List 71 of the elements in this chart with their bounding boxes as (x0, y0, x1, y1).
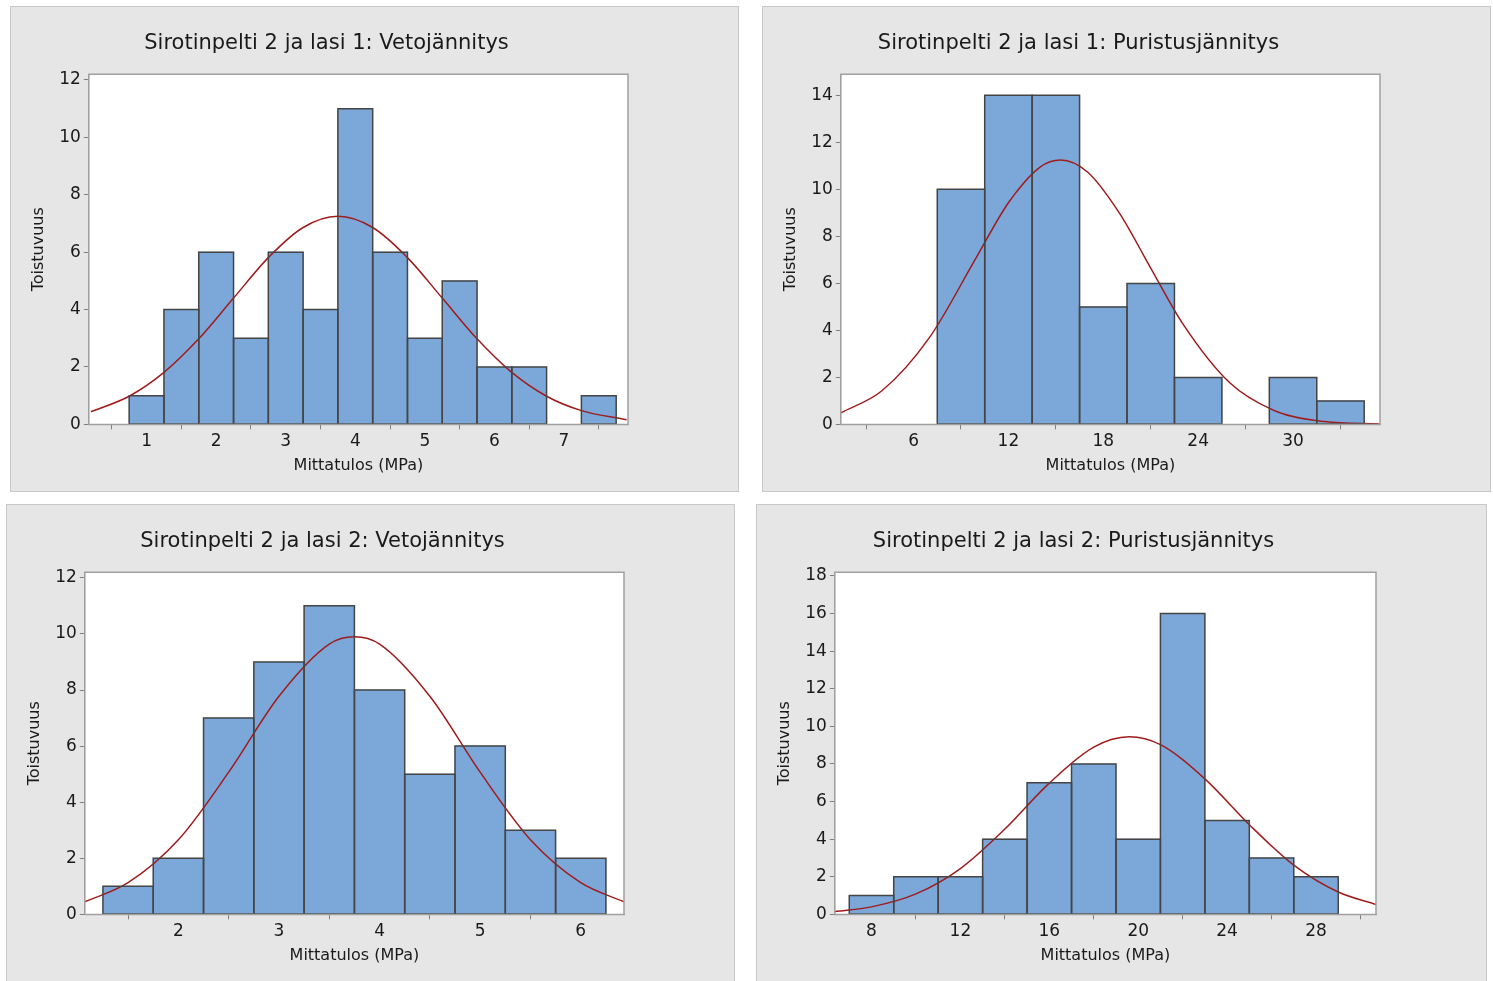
x-axis-title: Mittatulos (MPa) (1045, 454, 1176, 474)
y-tick-label: 14 (805, 639, 827, 660)
chart-title: Sirotinpelti 2 ja lasi 1: Puristusjännitys (877, 30, 1280, 55)
y-axis-title: Toistuvuus (773, 701, 793, 787)
y-tick-label: 8 (66, 678, 77, 699)
x-tick-label: 5 (419, 430, 431, 451)
y-tick-label: 8 (822, 224, 833, 245)
y-tick-label: 10 (59, 125, 81, 146)
y-tick-label: 4 (816, 827, 827, 848)
y-tick-label: 8 (70, 183, 81, 204)
x-tick-label: 8 (866, 920, 877, 941)
x-tick-label: 4 (349, 430, 361, 451)
y-axis-title: Toistuvuus (23, 701, 43, 787)
x-axis-title: Mittatulos (MPa) (293, 454, 424, 474)
y-tick-label: 8 (816, 752, 827, 773)
x-tick-label: 6 (908, 430, 919, 451)
chart-title: Sirotinpelti 2 ja lasi 2: Puristusjännitys (872, 528, 1275, 553)
y-tick-label: 14 (811, 83, 833, 104)
y-tick-label: 10 (805, 714, 827, 735)
y-tick-label: 6 (66, 734, 77, 755)
y-tick-label: 12 (59, 68, 81, 89)
y-tick-label: 10 (811, 177, 833, 198)
y-tick-label: 0 (66, 902, 77, 923)
x-tick-label: 4 (374, 920, 385, 941)
x-tick-label: 16 (1038, 920, 1061, 941)
y-tick-label: 12 (811, 130, 833, 151)
y-tick-label: 18 (805, 564, 827, 585)
x-tick-label: 24 (1216, 920, 1238, 941)
x-tick-label: 20 (1127, 920, 1150, 941)
y-axis-title: Toistuvuus (27, 207, 47, 293)
y-tick-label: 0 (70, 412, 81, 433)
line-series (834, 735, 1376, 913)
x-tick-label: 30 (1282, 430, 1304, 451)
x-tick-label: 5 (474, 920, 486, 941)
x-tick-label: 3 (280, 430, 292, 451)
x-axis-title: Mittatulos (MPa) (289, 944, 420, 964)
x-tick-label: 2 (210, 430, 222, 451)
line-series (84, 635, 624, 903)
x-tick-label: 6 (489, 430, 500, 451)
x-tick-label: 2 (172, 920, 184, 941)
y-tick-label: 16 (805, 601, 827, 622)
y-tick-label: 12 (805, 677, 827, 698)
x-tick-label: 7 (558, 430, 570, 451)
y-tick-label: 4 (70, 298, 81, 318)
y-tick-label: 2 (816, 865, 827, 886)
y-tick-label: 2 (66, 846, 77, 867)
line-series (90, 215, 628, 421)
y-tick-label: 4 (822, 318, 833, 339)
y-tick-label: 12 (55, 566, 77, 587)
y-axis-title: Toistuvuus (779, 207, 799, 293)
y-tick-label: 0 (816, 902, 827, 923)
x-tick-label: 12 (997, 430, 1020, 451)
x-tick-label: 3 (273, 920, 285, 941)
x-tick-label: 1 (141, 430, 152, 451)
y-tick-label: 2 (70, 355, 81, 376)
chart-title: Sirotinpelti 2 ja lasi 2: Vetojännitys (140, 528, 505, 553)
x-tick-label: 24 (1187, 430, 1209, 451)
line-series (840, 159, 1380, 425)
y-tick-label: 6 (816, 790, 827, 811)
x-tick-label: 12 (949, 920, 972, 941)
y-tick-label: 6 (70, 240, 81, 261)
y-tick-label: 10 (55, 622, 77, 643)
y-tick-label: 0 (822, 412, 833, 433)
x-tick-label: 6 (575, 920, 587, 941)
y-tick-label: 2 (822, 365, 833, 386)
x-axis-title: Mittatulos (MPa) (1040, 944, 1171, 964)
y-tick-label: 4 (66, 790, 77, 811)
x-tick-label: 28 (1305, 920, 1327, 941)
x-tick-label: 18 (1092, 430, 1115, 451)
y-tick-label: 6 (822, 271, 833, 292)
chart-title: Sirotinpelti 2 ja lasi 1: Vetojännitys (144, 30, 509, 55)
